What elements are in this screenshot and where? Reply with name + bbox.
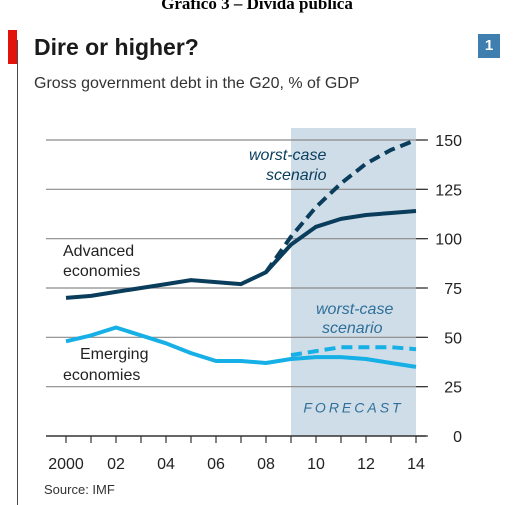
x-tick-label: 2000 <box>48 456 84 473</box>
x-tick-label: 02 <box>107 456 125 473</box>
chart-panel <box>8 18 514 505</box>
annotation-worst-case-emerging-2: scenario <box>322 320 383 337</box>
series-line-3 <box>290 345 417 358</box>
y-tick-label: 0 <box>453 429 462 446</box>
label-advanced-1: Advanced <box>63 243 134 260</box>
x-tick-label: 12 <box>357 456 375 473</box>
label-emerging-2: economies <box>63 367 140 384</box>
annotation-worst-case-emerging-1: worst-case <box>316 301 393 318</box>
label-emerging-1: Emerging <box>80 346 148 363</box>
y-tick-label: 75 <box>444 281 462 298</box>
figure-caption: Gráfico 3 – Dívida pública <box>161 0 353 13</box>
y-tick-label: 150 <box>435 133 462 150</box>
y-tick-label: 125 <box>435 182 462 199</box>
y-tick-label: 100 <box>435 232 462 249</box>
forecast-label: FORECAST <box>303 399 403 415</box>
chart-number-badge: 1 <box>478 34 500 58</box>
annotation-worst-case-advanced-1: worst-case <box>249 147 326 164</box>
x-tick-label: 10 <box>307 456 325 473</box>
x-tick-label: 06 <box>207 456 225 473</box>
forecast-shade-layer <box>291 128 416 436</box>
series-layer <box>65 138 417 369</box>
annotation-worst-case-advanced-2: scenario <box>266 167 327 184</box>
label-advanced-2: economies <box>63 263 140 280</box>
x-tick-label: 08 <box>257 456 275 473</box>
series-line-0 <box>65 209 417 300</box>
forecast-region <box>291 128 416 436</box>
series-line-1 <box>264 138 417 274</box>
x-tick-label: 04 <box>157 456 175 473</box>
y-tick-label: 50 <box>444 330 462 347</box>
chart-title: Dire or higher? <box>34 34 199 60</box>
left-rule <box>17 40 18 505</box>
brand-red-bar <box>8 30 17 64</box>
series-line-2 <box>65 325 417 369</box>
source-note: Source: IMF <box>44 482 115 497</box>
grid-layer: 0 25 50 75 100 125 150 2000 02 04 06 08 10 12 14 <box>46 133 462 473</box>
label-layer: FORECAST Advanced economies Emerging economi… <box>63 147 403 415</box>
chart-subtitle: Gross government debt in the G20, % of G… <box>34 75 360 92</box>
y-tick-label: 25 <box>444 380 462 397</box>
x-tick-label: 14 <box>407 456 425 473</box>
